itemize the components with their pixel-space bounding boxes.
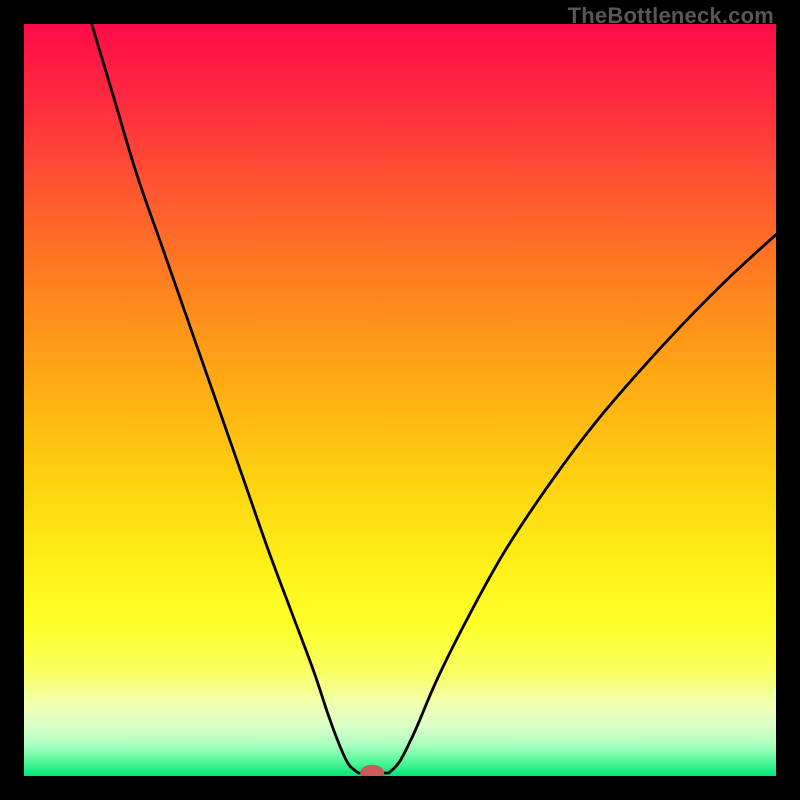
watermark-text: TheBottleneck.com	[568, 3, 774, 29]
chart-background	[24, 24, 776, 776]
bottleneck-curve-chart	[24, 24, 776, 776]
chart-frame: TheBottleneck.com	[0, 0, 800, 800]
